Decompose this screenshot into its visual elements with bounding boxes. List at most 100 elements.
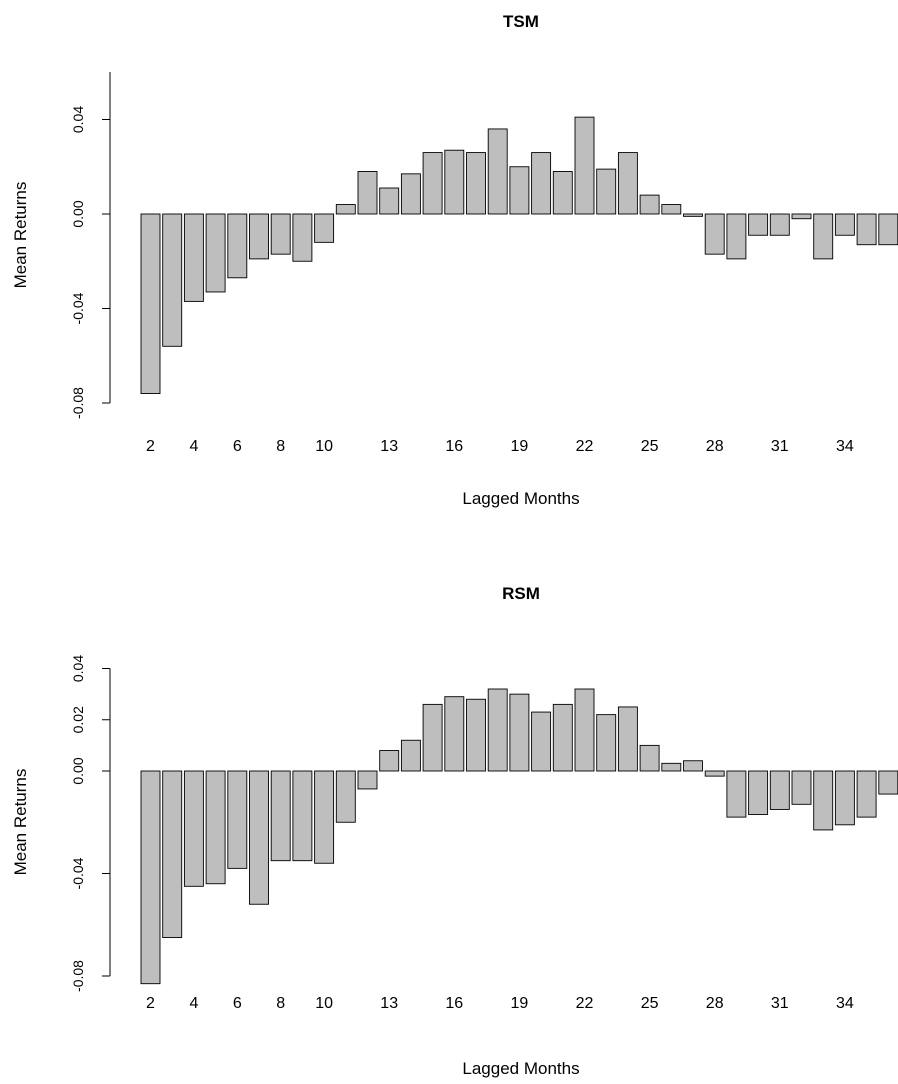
bar [335, 770, 356, 823]
x-tick-label: 19 [511, 995, 529, 1012]
bar [487, 688, 508, 772]
y-axis: -0.08 -0.04 0.00 0.04 [70, 72, 111, 419]
x-axis: 2 4 6 8 10 13 16 19 22 25 28 31 34 [146, 995, 854, 1012]
x-tick-label: 28 [706, 995, 724, 1012]
bar [270, 770, 291, 862]
bars [140, 688, 898, 985]
bar [183, 213, 204, 302]
bar [704, 770, 725, 777]
x-tick-label: 10 [315, 438, 333, 455]
bar [379, 187, 400, 215]
bar [162, 770, 183, 939]
bar [834, 213, 855, 236]
bar [357, 171, 378, 215]
bar [791, 213, 812, 220]
bar [140, 770, 161, 985]
bar [314, 213, 335, 243]
bar [748, 213, 769, 236]
bar [162, 213, 183, 347]
x-tick-label: 13 [380, 995, 398, 1012]
bar [379, 750, 400, 772]
bar [400, 173, 421, 215]
bar [314, 770, 335, 864]
y-tick-label: -0.04 [70, 857, 86, 889]
bar [574, 688, 595, 772]
bar [205, 770, 226, 885]
tsm-panel: TSM Lagged Months Mean Returns -0.08-0.0… [11, 12, 898, 508]
x-tick-label: 2 [146, 995, 155, 1012]
bar [856, 213, 877, 246]
y-tick-label: 0.00 [70, 200, 86, 227]
bar [726, 770, 747, 818]
bar [813, 213, 834, 260]
y-axis-label: Mean Returns [11, 182, 30, 289]
bar [400, 739, 421, 772]
x-tick-label: 16 [445, 995, 463, 1012]
bar [726, 213, 747, 260]
y-tick-label: -0.08 [70, 960, 86, 992]
x-tick-label: 8 [276, 995, 285, 1012]
x-axis-label: Lagged Months [462, 1059, 579, 1078]
bar [552, 171, 573, 215]
x-tick-label: 19 [511, 438, 529, 455]
bar [531, 152, 552, 215]
x-tick-label: 8 [276, 438, 285, 455]
x-tick-label: 31 [771, 995, 789, 1012]
bar [769, 770, 790, 810]
bar [249, 770, 269, 905]
bar [227, 213, 248, 279]
y-axis: -0.08 -0.04 0.00 0.02 0.04 [70, 655, 111, 992]
y-tick-label: -0.08 [70, 387, 86, 419]
bar [878, 770, 898, 795]
bar [813, 770, 834, 831]
x-tick-label: 22 [576, 995, 594, 1012]
chart-title: TSM [503, 12, 539, 31]
bar [639, 194, 660, 215]
x-tick-label: 16 [445, 438, 463, 455]
chart-title: RSM [502, 584, 540, 603]
x-tick-label: 25 [641, 438, 659, 455]
bar [466, 152, 486, 215]
x-tick-label: 6 [233, 438, 242, 455]
bar [422, 703, 443, 772]
x-axis: 2 4 6 8 10 13 16 19 22 25 28 31 34 [146, 438, 854, 455]
bar [596, 714, 617, 772]
bar [444, 696, 465, 772]
y-tick-label: 0.02 [70, 706, 86, 733]
bar [639, 744, 660, 772]
bar [357, 770, 378, 790]
bar [661, 204, 682, 215]
bar [487, 128, 508, 215]
bar [683, 760, 703, 772]
bar [140, 213, 161, 395]
bar [205, 213, 226, 293]
bar [683, 213, 703, 217]
x-tick-label: 34 [836, 438, 854, 455]
x-tick-label: 28 [706, 438, 724, 455]
x-tick-label: 31 [771, 438, 789, 455]
bar [249, 213, 269, 260]
bar [292, 770, 313, 862]
bar [748, 770, 769, 816]
bar [617, 152, 638, 215]
bar [878, 213, 898, 246]
y-tick-label: 0.04 [70, 106, 86, 133]
y-tick-label: -0.04 [70, 292, 86, 324]
x-tick-label: 34 [836, 995, 854, 1012]
bars [140, 116, 898, 395]
x-tick-label: 4 [189, 438, 198, 455]
x-tick-label: 2 [146, 438, 155, 455]
bar [292, 213, 313, 262]
x-tick-label: 6 [233, 995, 242, 1012]
bar [183, 770, 204, 887]
bar [509, 166, 530, 215]
x-tick-label: 13 [380, 438, 398, 455]
bar [466, 698, 486, 772]
bar [270, 213, 291, 255]
x-tick-label: 4 [189, 995, 198, 1012]
bar [227, 770, 248, 869]
bar [791, 770, 812, 805]
bar [617, 706, 638, 772]
bar [856, 770, 877, 818]
